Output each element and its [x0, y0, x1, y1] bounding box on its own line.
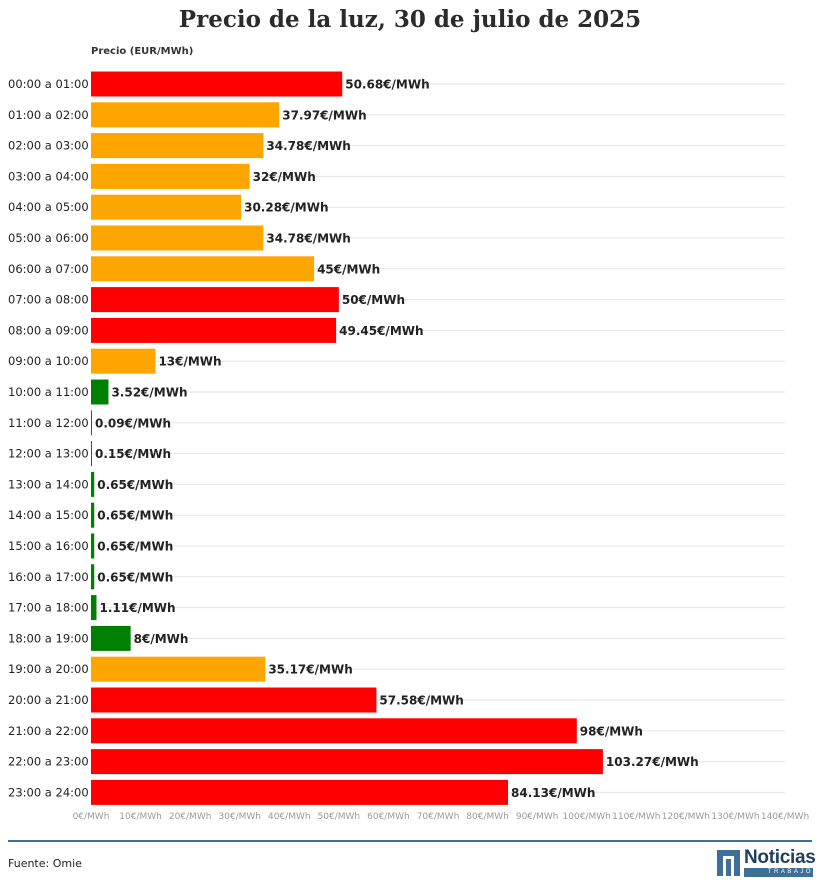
category-label: 03:00 a 04:00: [8, 169, 89, 183]
price-bar: [91, 595, 97, 621]
price-bar: [91, 287, 339, 313]
bar-value-label: 50€/MWh: [342, 293, 405, 307]
x-tick-label: 80€/MWh: [466, 812, 509, 822]
category-label: 17:00 a 18:00: [8, 601, 89, 615]
bar-value-label: 45€/MWh: [317, 262, 380, 276]
value-axis-header: Precio (EUR/MWh): [91, 46, 194, 57]
price-bar: [91, 502, 95, 528]
category-label: 06:00 a 07:00: [8, 262, 89, 276]
category-label: 23:00 a 24:00: [8, 785, 89, 799]
price-bar-chart: 0€/MWh 10€/MWh 20€/MWh 30€/MWh 40€/MWh 50€/MW…: [8, 71, 809, 822]
logo-subtitle: TRABAJO: [744, 868, 813, 877]
bar-value-label: 37.97€/MWh: [282, 108, 366, 122]
source-note: Fuente: Omie: [8, 857, 82, 870]
footer-divider: [8, 840, 812, 842]
x-tick-label: 130€/MWh: [711, 812, 759, 822]
price-bar: [91, 625, 131, 651]
category-label: 12:00 a 13:00: [8, 447, 89, 461]
price-bar: [91, 564, 95, 590]
x-tick-label: 100€/MWh: [563, 812, 611, 822]
x-tick-label: 90€/MWh: [516, 812, 559, 822]
bar-value-label: 0.09€/MWh: [95, 416, 171, 430]
category-label: 22:00 a 23:00: [8, 755, 89, 769]
chart-title: Precio de la luz, 30 de julio de 2025: [178, 6, 642, 33]
category-label: 04:00 a 05:00: [8, 200, 89, 214]
price-bar: [91, 71, 343, 97]
bar-value-label: 34.78€/MWh: [266, 139, 350, 153]
category-label: 20:00 a 21:00: [8, 693, 89, 707]
x-tick-label: 110€/MWh: [612, 812, 660, 822]
price-bar: [91, 718, 577, 744]
bar-value-label: 0.65€/MWh: [97, 509, 173, 523]
category-label: 14:00 a 15:00: [8, 508, 89, 522]
category-label: 16:00 a 17:00: [8, 570, 89, 584]
price-bar: [91, 410, 92, 436]
price-bar: [91, 133, 264, 159]
bar-value-label: 35.17€/MWh: [268, 663, 352, 677]
category-label: 18:00 a 19:00: [8, 631, 89, 645]
price-bar: [91, 779, 509, 805]
x-tick-label: 40€/MWh: [268, 812, 311, 822]
category-label: 07:00 a 08:00: [8, 293, 89, 307]
category-label: 10:00 a 11:00: [8, 385, 89, 399]
price-bar: [91, 194, 242, 220]
bar-value-label: 30.28€/MWh: [244, 201, 328, 215]
price-bar: [91, 471, 95, 497]
x-tick-label: 120€/MWh: [662, 812, 710, 822]
bar-value-label: 1.11€/MWh: [100, 601, 176, 615]
category-label: 01:00 a 02:00: [8, 108, 89, 122]
category-label: 02:00 a 03:00: [8, 139, 89, 153]
price-bar: [91, 687, 377, 713]
bar-value-label: 84.13€/MWh: [511, 786, 595, 800]
x-tick-label: 0€/MWh: [73, 812, 110, 822]
price-bar: [91, 379, 109, 405]
category-label: 11:00 a 12:00: [8, 416, 89, 430]
x-tick-label: 10€/MWh: [119, 812, 162, 822]
bar-value-label: 0.65€/MWh: [97, 570, 173, 584]
price-bar: [91, 441, 92, 467]
newspaper-n-icon: [717, 850, 740, 876]
price-bar: [91, 533, 95, 559]
price-bar: [91, 102, 280, 128]
logo-wordmark: Noticias: [744, 847, 816, 868]
bar-value-label: 13€/MWh: [158, 355, 221, 369]
x-tick-label: 30€/MWh: [218, 812, 261, 822]
x-tick-label: 50€/MWh: [318, 812, 361, 822]
category-label: 09:00 a 10:00: [8, 354, 89, 368]
price-bar: [91, 256, 315, 282]
category-label: 08:00 a 09:00: [8, 323, 89, 337]
category-label: 05:00 a 06:00: [8, 231, 89, 245]
bar-value-label: 98€/MWh: [580, 724, 643, 738]
bar-value-label: 34.78€/MWh: [266, 232, 350, 246]
price-bar: [91, 749, 603, 775]
price-bar: [91, 225, 264, 251]
category-label: 15:00 a 16:00: [8, 539, 89, 553]
x-tick-label: 20€/MWh: [169, 812, 212, 822]
x-tick-label: 60€/MWh: [367, 812, 410, 822]
bar-value-label: 57.58€/MWh: [379, 694, 463, 708]
bar-value-label: 3.52€/MWh: [111, 386, 187, 400]
price-bar: [91, 348, 156, 374]
category-label: 21:00 a 22:00: [8, 724, 89, 738]
bar-value-label: 49.45€/MWh: [339, 324, 423, 338]
bar-value-label: 50.68€/MWh: [345, 78, 429, 92]
category-label: 13:00 a 14:00: [8, 477, 89, 491]
category-label: 00:00 a 01:00: [8, 77, 89, 91]
price-bar: [91, 317, 337, 343]
noticias-trabajo-logo[interactable]: Noticias TRABAJO: [717, 847, 816, 877]
x-tick-label: 140€/MWh: [761, 812, 809, 822]
bar-value-label: 32€/MWh: [253, 170, 316, 184]
bar-value-label: 8€/MWh: [134, 632, 189, 646]
bar-value-label: 0.65€/MWh: [97, 540, 173, 554]
category-label: 19:00 a 20:00: [8, 662, 89, 676]
price-bar: [91, 656, 266, 682]
bar-value-label: 0.65€/MWh: [97, 478, 173, 492]
x-tick-label: 70€/MWh: [417, 812, 460, 822]
bar-value-label: 0.15€/MWh: [95, 447, 171, 461]
price-bar: [91, 163, 250, 189]
bar-value-label: 103.27€/MWh: [606, 755, 699, 769]
